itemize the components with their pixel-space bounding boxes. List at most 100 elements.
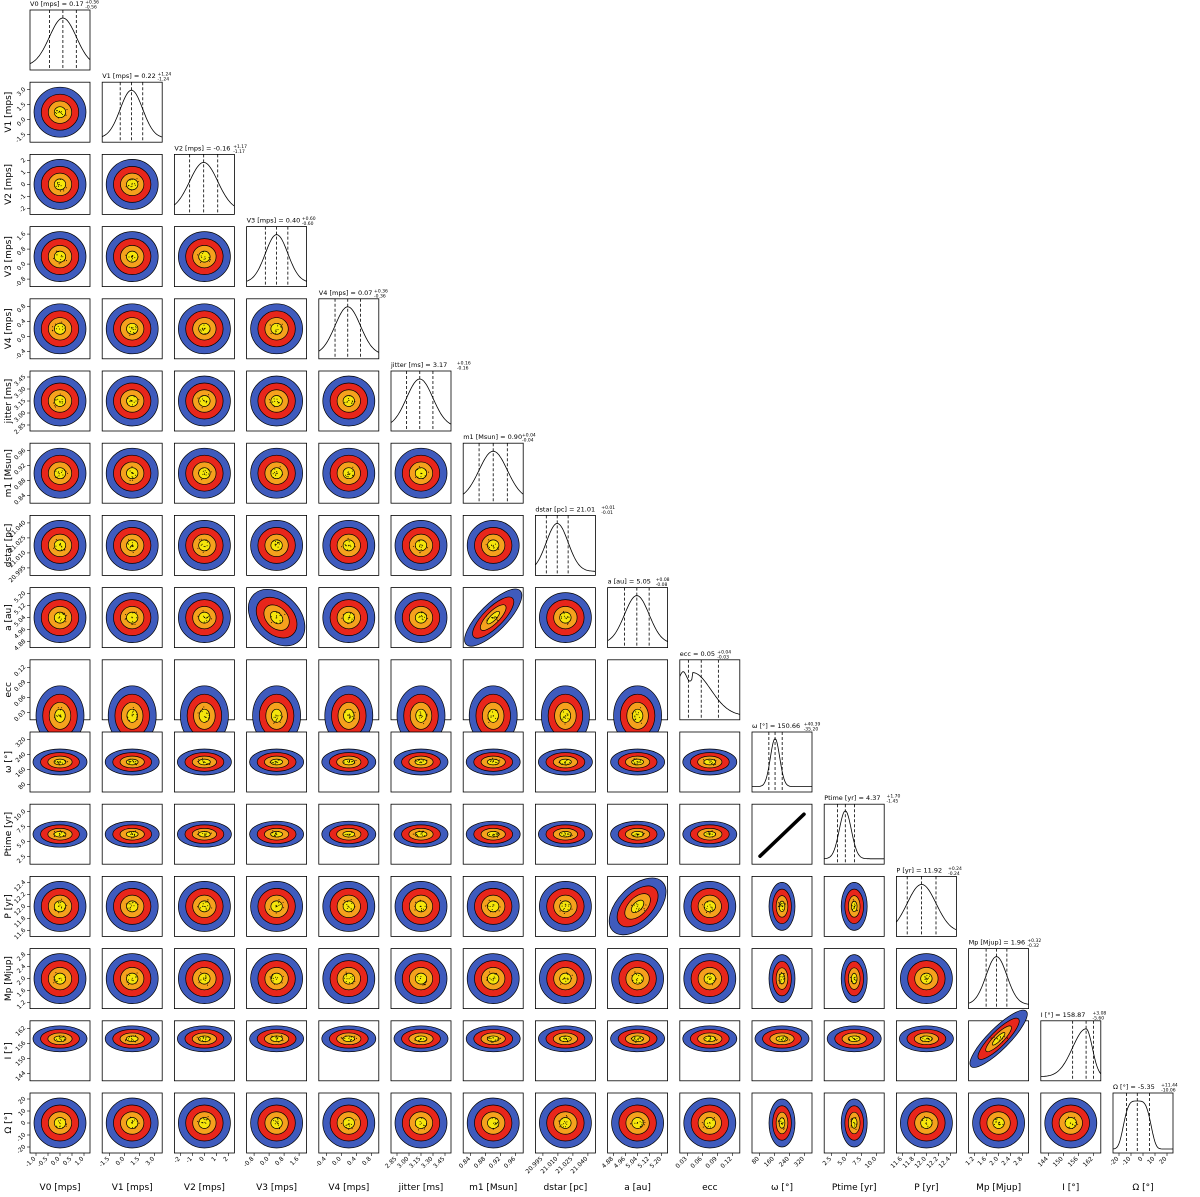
sample-point	[211, 907, 213, 909]
panel-I-jitter	[390, 1020, 452, 1082]
sample-point	[565, 764, 567, 766]
sample-point	[209, 330, 211, 332]
sample-point	[282, 474, 283, 476]
sample-point	[345, 981, 347, 983]
sample-point	[636, 836, 638, 838]
panel-frame	[29, 9, 91, 71]
sample-point	[425, 614, 427, 616]
x-tick-label: 162	[1082, 1155, 1095, 1168]
sample-point	[203, 977, 205, 979]
sample-point	[497, 1038, 499, 1040]
sample-point	[354, 718, 356, 720]
sample-point	[203, 399, 204, 401]
x-axis-label-V3: V3 [mps]	[256, 1183, 297, 1193]
sample-point	[277, 1037, 279, 1039]
sample-point	[63, 614, 64, 615]
panel-a-V1	[101, 587, 163, 648]
sample-point	[55, 323, 57, 325]
x-tick-label: 4.88	[601, 1155, 616, 1170]
sample-point	[489, 977, 491, 979]
sample-point	[205, 474, 207, 476]
sample-point	[636, 980, 638, 982]
sample-point	[712, 1119, 714, 1121]
sample-point	[203, 979, 205, 980]
panel-ecc-V3	[246, 659, 308, 747]
sample-point	[279, 714, 281, 716]
sample-point	[640, 1037, 642, 1039]
sample-point	[200, 255, 202, 257]
sample-point	[567, 979, 569, 981]
sample-point	[56, 1127, 58, 1129]
sample-point	[560, 900, 562, 901]
sample-point	[564, 1120, 566, 1122]
sample-point	[929, 981, 931, 983]
sample-point	[130, 761, 132, 763]
sample-point	[128, 760, 130, 762]
sample-point	[493, 760, 495, 762]
sample-point	[208, 473, 210, 475]
sample-point	[53, 979, 55, 981]
panel-omega-omega: ω [°] = 150.66 +40.39-35.20	[751, 722, 820, 793]
sample-point	[571, 908, 573, 910]
sample-point	[571, 974, 573, 976]
sample-point	[274, 543, 276, 545]
sample-point	[636, 763, 638, 765]
sample-point	[348, 713, 350, 715]
sample-point	[351, 618, 353, 620]
sample-point	[137, 904, 139, 905]
sample-point	[424, 616, 426, 618]
sample-point	[354, 762, 356, 764]
sample-point	[711, 836, 713, 838]
sample-point	[781, 1124, 783, 1126]
panel-dstar-V1	[101, 515, 163, 576]
sample-point	[199, 835, 201, 837]
contour-core	[414, 972, 428, 985]
y-axis-label-V1: V1 [mps]	[4, 92, 14, 133]
sample-point	[494, 977, 496, 979]
panel-omega-m1	[462, 731, 524, 793]
sample-point	[58, 263, 60, 265]
sample-point	[414, 545, 416, 547]
sample-point	[351, 1039, 352, 1041]
sample-point	[1069, 1126, 1071, 1128]
panel-jitter-V0	[29, 370, 91, 432]
sample-point	[707, 1125, 709, 1127]
sample-point	[564, 1122, 566, 1124]
sample-point	[565, 978, 567, 980]
sample-point	[345, 1035, 347, 1037]
sample-point	[279, 763, 281, 765]
sample-point	[275, 832, 277, 834]
sample-point	[567, 836, 569, 838]
histogram-line	[318, 306, 379, 353]
sample-point	[993, 1124, 995, 1125]
sample-point	[131, 1036, 133, 1038]
sample-point	[132, 476, 134, 478]
sample-point	[420, 712, 422, 714]
sample-point	[133, 836, 135, 838]
sample-point	[132, 478, 134, 480]
sample-point	[856, 1040, 858, 1042]
panel-dstar-V0	[29, 515, 91, 576]
sample-point	[136, 1120, 138, 1122]
sample-point	[204, 258, 206, 260]
sample-point	[347, 760, 348, 762]
sample-point	[276, 761, 278, 763]
sample-point	[486, 619, 488, 621]
sample-point	[276, 615, 277, 617]
sample-point	[56, 761, 58, 763]
sample-point	[58, 400, 60, 402]
sample-point	[493, 834, 495, 836]
sample-point	[493, 904, 495, 906]
sample-point	[56, 1125, 58, 1127]
sample-point	[852, 899, 854, 901]
sample-point	[129, 326, 131, 328]
y-axis-label-m1: m1 [Msun]	[4, 449, 14, 497]
sample-point	[486, 904, 488, 906]
panel-ecc-dstar	[535, 659, 596, 747]
sample-point	[640, 707, 642, 709]
sample-point	[132, 980, 134, 982]
sample-point	[350, 831, 352, 833]
sample-point	[53, 402, 55, 404]
sample-point	[59, 543, 61, 545]
sample-point	[56, 254, 58, 256]
